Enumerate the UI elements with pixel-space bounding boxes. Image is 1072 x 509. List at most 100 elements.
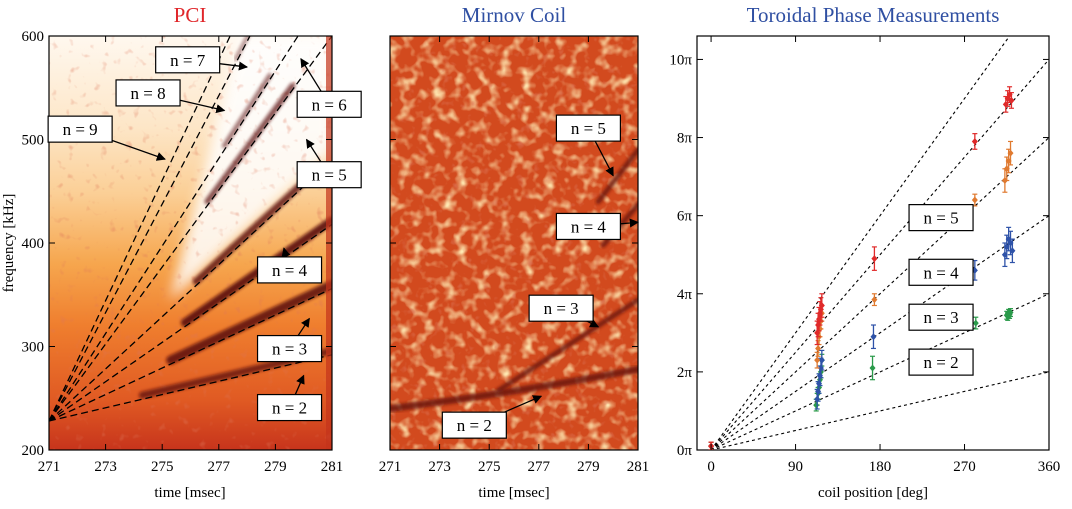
reference-line [710,59,1049,450]
reference-line [710,137,1049,450]
x-tick-label: 277 [528,459,551,475]
x-tick-label: 271 [38,459,61,475]
y-tick-label: 8π [677,131,693,147]
mode-streak [390,365,638,413]
annotation-box [256,393,323,422]
annotation-label: n = 5 [312,166,347,185]
y-tick-label: 6π [677,209,693,225]
mode-line [49,36,251,422]
data-point [971,196,978,204]
mode-line [49,36,231,422]
pci-panel: PCI 271 273 275 277 279 281 200 300 400 500 600 n … [1,3,362,501]
phase-xlabel: coil position [deg] [818,485,928,501]
data-point [1009,247,1016,255]
data-point [1008,96,1015,104]
mirnov-title: Mirnov Coil [462,3,567,27]
phase-data-points [708,86,1016,450]
annotation-label: n = 4 [272,261,308,280]
annotation-label: n = 2 [457,416,492,435]
mode-streak [496,297,638,393]
y-tick-label: 4π [677,287,693,303]
mode-line [49,287,332,422]
mode-streak [221,73,273,149]
y-tick-label: 300 [22,340,45,356]
annotation-box [908,204,974,232]
mirnov-annotations: n = 5 n = 4 n = 3 n = 2 [441,114,639,439]
annotation-box [296,161,362,189]
phase-title: Toroidal Phase Measurements [747,3,1000,27]
x-tick-label: 360 [1038,459,1061,475]
x-tick-label: 281 [627,459,650,475]
annotation-label: n = 5 [924,209,959,228]
annotation-box [908,348,974,376]
reference-line [710,215,1049,450]
phase-axes: 0 90 180 270 360 0π 2π 4π 6π 8π 10π [669,36,1060,475]
pci-spectrogram [49,36,332,450]
pci-xlabel: time [msec] [154,485,225,501]
annotation-label: n = 7 [170,51,206,70]
data-point [1007,309,1014,317]
y-tick-label: 500 [22,133,45,149]
annotation-label: n = 3 [924,308,959,327]
mode-streak [233,36,251,62]
data-point [972,319,979,327]
phase-panel: Toroidal Phase Measurements 0 90 180 270 360… [669,3,1060,501]
y-tick-label: 10π [669,52,692,68]
x-tick-label: 273 [428,459,451,475]
x-tick-label: 279 [264,459,287,475]
mode-line [49,36,332,422]
data-point [871,296,878,304]
annotation-box [528,294,594,322]
annotation-label: n = 2 [272,399,307,418]
mode-streak [166,280,332,365]
series-n=5 [708,86,1015,450]
annotation-label: n = 4 [924,263,960,282]
x-tick-label: 271 [379,459,402,475]
mode-streak [204,82,296,205]
y-tick-label: 2π [677,365,693,381]
x-tick-label: 277 [208,459,231,475]
annotation-label: n = 6 [312,95,347,114]
mirnov-spectrogram [390,36,638,450]
annotation-box [47,115,113,143]
annotation-box [155,46,221,74]
annotation-box [256,256,323,284]
mirnov-panel: Mirnov Coil 271 273 275 277 279 281 n = 5n = … [379,3,650,501]
annotation-box [296,90,362,118]
mode-streak [192,170,316,285]
data-point [818,301,825,309]
annotation-label: n = 3 [272,340,307,359]
mirnov-xlabel: time [msec] [478,485,549,501]
phase-frame [696,35,1050,451]
annotation-box [555,212,622,241]
annotation-box [908,258,974,286]
y-tick-label: 400 [22,236,45,252]
annotation-label: n = 8 [131,84,166,103]
annotation-box [115,79,181,107]
annotation-box [256,334,323,363]
annotation-box [441,411,507,439]
x-tick-label: 275 [151,459,174,475]
data-point [869,364,876,372]
annotation-label: n = 9 [63,120,98,139]
data-point [971,137,978,145]
annotation-label: n = 5 [571,119,606,138]
annotation-label: n = 2 [924,353,959,372]
y-tick-label: 600 [22,29,45,45]
pci-axes: 271 273 275 277 279 281 200 300 400 500 600 [22,29,344,475]
x-tick-label: 275 [478,459,501,475]
y-tick-label: 200 [22,443,45,459]
phase-reference-lines [710,36,1049,450]
x-tick-label: 281 [321,459,344,475]
mode-line [49,354,332,422]
mode-streak [595,147,638,205]
y-tick-label: 0π [677,443,693,459]
phase-annotations: n = 5 n = 4 n = 3 n = 2 [908,204,974,376]
data-point [818,356,825,364]
x-tick-label: 273 [94,459,117,475]
x-tick-label: 180 [869,459,892,475]
pci-title: PCI [174,3,207,27]
reference-line [710,293,1049,450]
annotation-box [908,303,974,331]
